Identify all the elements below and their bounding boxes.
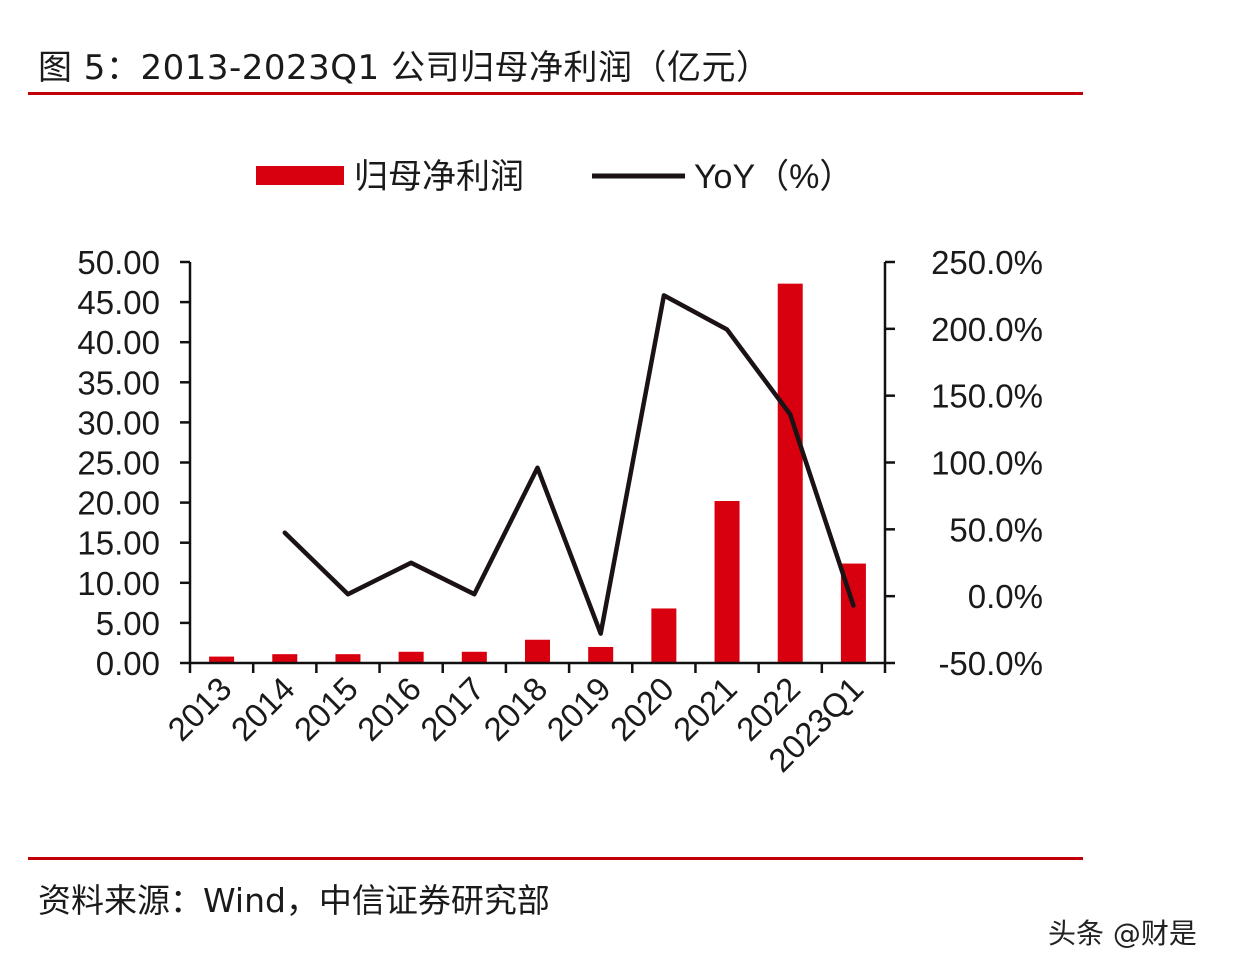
yoy-series [282, 293, 856, 636]
bar-2015 [335, 654, 361, 663]
right-tick-label: 100.0% [931, 445, 1043, 482]
bar-2014 [272, 654, 298, 663]
left-tick-label: 50.00 [77, 244, 160, 281]
right-tick-label: 200.0% [931, 311, 1043, 348]
x-tick-label: 2021 [666, 670, 744, 748]
x-tick-label: 2018 [476, 670, 554, 748]
bar-2013 [209, 656, 235, 663]
x-tick-label: 2017 [413, 670, 491, 748]
left-tick-label: 40.00 [77, 324, 160, 361]
bar-series [209, 283, 866, 663]
bar-2018 [525, 639, 550, 663]
left-tick-label: 20.00 [77, 485, 160, 522]
bar-2019 [588, 646, 614, 663]
left-tick-label: 30.00 [77, 404, 160, 441]
x-tick-label: 2015 [287, 670, 365, 748]
legend-bar-swatch [256, 166, 344, 185]
right-tick-label: 150.0% [931, 378, 1043, 415]
legend-line-label: YoY（%） [694, 158, 853, 196]
bar-2021 [714, 500, 740, 663]
left-tick-label: 10.00 [77, 565, 160, 602]
left-tick-label: 15.00 [77, 525, 160, 562]
source-note: 资料来源：Wind，中信证券研究部 [38, 881, 550, 920]
yoy-line [282, 293, 856, 636]
footer-rule [28, 857, 1083, 860]
right-tick-label: 50.0% [949, 511, 1043, 548]
x-tick-label: 2014 [224, 670, 302, 748]
x-tick-label: 2020 [603, 670, 681, 748]
right-tick-label: 250.0% [931, 244, 1043, 281]
left-tick-label: 0.00 [96, 645, 160, 682]
bar-2017 [461, 651, 487, 663]
legend-bar-label: 归母净利润 [354, 158, 524, 196]
x-tick-label: 2013 [160, 670, 238, 748]
bar-2022 [777, 283, 803, 663]
left-tick-label: 45.00 [77, 284, 160, 321]
title-rule [28, 92, 1083, 95]
right-tick-label: -50.0% [938, 645, 1043, 682]
left-tick-label: 35.00 [77, 364, 160, 401]
watermark: 头条 @财是 [1048, 917, 1197, 950]
bar-2020 [651, 608, 677, 663]
left-tick-label: 25.00 [77, 445, 160, 482]
left-tick-label: 5.00 [96, 605, 160, 642]
legend: 归母净利润 YoY（%） [256, 158, 853, 196]
x-tick-label: 2019 [540, 670, 618, 748]
right-tick-label: 0.0% [968, 578, 1043, 615]
chart-title: 图 5：2013-2023Q1 公司归母净利润（亿元） [38, 48, 771, 88]
bar-2016 [398, 651, 424, 663]
x-tick-label: 2016 [350, 670, 428, 748]
